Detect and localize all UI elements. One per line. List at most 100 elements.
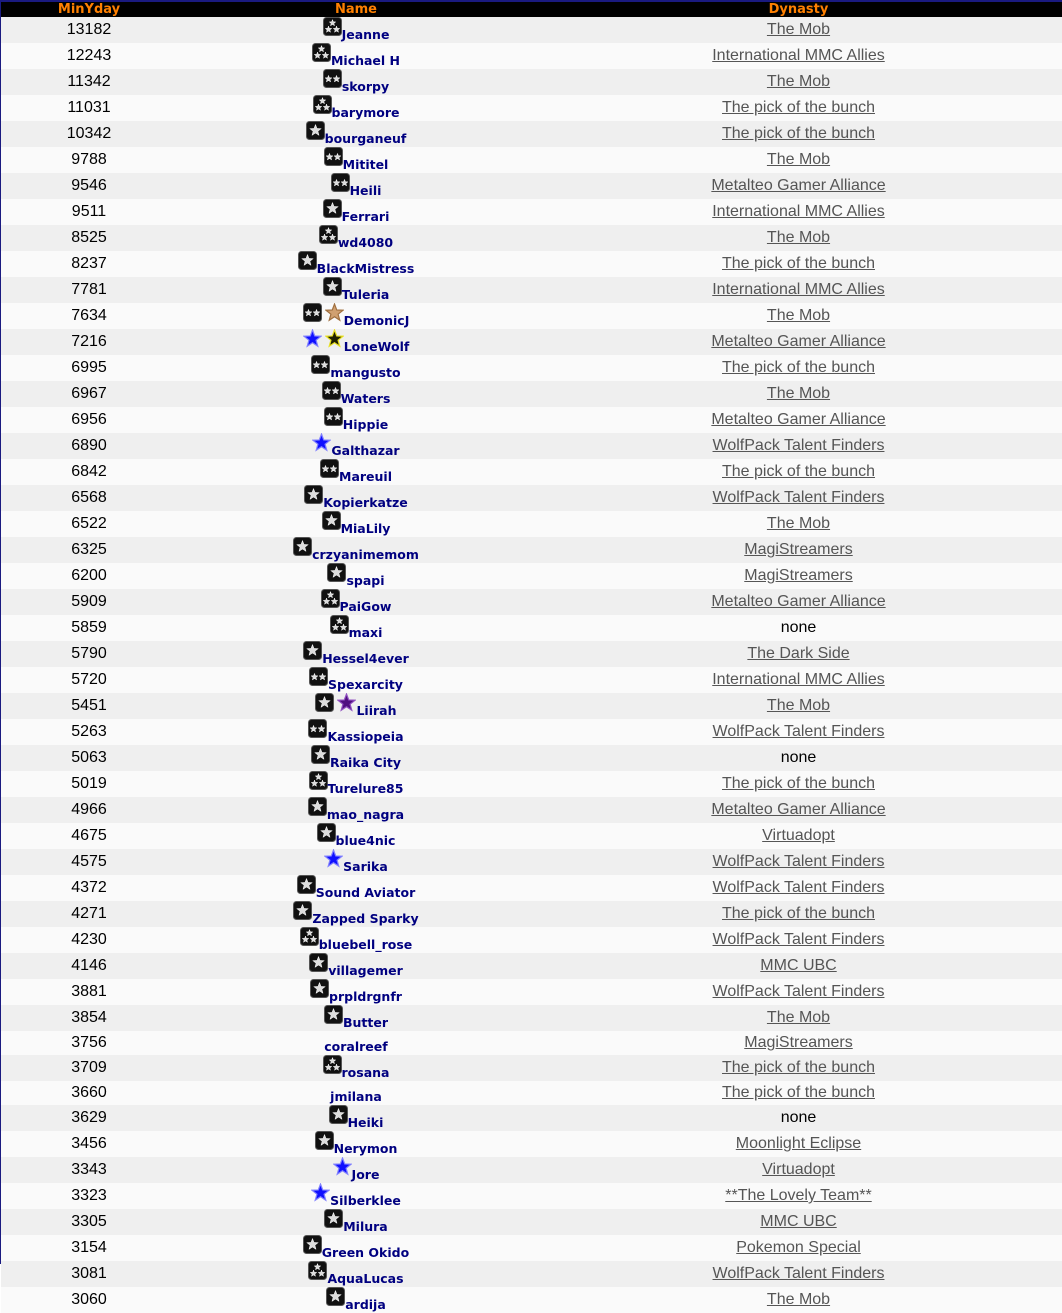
dynasty-link[interactable]: Pokemon Special — [736, 1239, 861, 1256]
player-name-link[interactable]: DemonicJ — [343, 313, 410, 328]
dynasty-link[interactable]: MagiStreamers — [744, 567, 853, 584]
dynasty-link[interactable]: The pick of the bunch — [722, 1059, 875, 1076]
player-name-link[interactable]: barymore — [331, 105, 400, 120]
player-name-link[interactable]: Turelure85 — [327, 781, 404, 796]
dynasty-link[interactable]: The pick of the bunch — [722, 359, 875, 376]
dynasty-link[interactable]: International MMC Allies — [712, 671, 885, 688]
player-name-link[interactable]: coralreef — [324, 1039, 388, 1054]
dynasty-link[interactable]: WolfPack Talent Finders — [712, 489, 885, 506]
dynasty-link[interactable]: WolfPack Talent Finders — [712, 1265, 885, 1282]
dynasty-link[interactable]: Virtuadopt — [762, 1161, 835, 1178]
dynasty-link[interactable]: The pick of the bunch — [722, 255, 875, 272]
dynasty-link[interactable]: The Mob — [766, 515, 831, 532]
dynasty-link[interactable]: **The Lovely Team** — [725, 1187, 872, 1204]
player-name-link[interactable]: Galthazar — [331, 443, 400, 458]
dynasty-link[interactable]: MMC UBC — [760, 1213, 837, 1230]
dynasty-link[interactable]: The pick of the bunch — [722, 1084, 875, 1101]
player-name-link[interactable]: Sarika — [343, 859, 388, 874]
dynasty-link[interactable]: The Mob — [766, 151, 831, 168]
player-name-link[interactable]: Heili — [349, 183, 382, 198]
player-name-link[interactable]: Tuleria — [341, 287, 390, 302]
player-name-link[interactable]: mangusto — [330, 365, 401, 380]
dynasty-link[interactable]: The Mob — [766, 1291, 831, 1308]
player-name-link[interactable]: Hessel4ever — [322, 651, 409, 666]
dynasty-link[interactable]: MagiStreamers — [744, 541, 853, 558]
dynasty-link[interactable]: International MMC Allies — [712, 47, 885, 64]
player-name-link[interactable]: Michael H — [330, 53, 401, 68]
player-name-link[interactable]: skorpy — [341, 79, 390, 94]
player-name-link[interactable]: Ferrari — [341, 209, 390, 224]
player-name-link[interactable]: Hippie — [342, 417, 389, 432]
dynasty-link[interactable]: The pick of the bunch — [722, 905, 875, 922]
dynasty-link[interactable]: The Dark Side — [747, 645, 850, 662]
player-name-link[interactable]: maxi — [348, 625, 383, 640]
player-name-link[interactable]: Butter — [342, 1015, 389, 1030]
player-name-link[interactable]: Jore — [351, 1167, 380, 1182]
dynasty-link[interactable]: The pick of the bunch — [722, 775, 875, 792]
dynasty-link[interactable]: WolfPack Talent Finders — [712, 983, 885, 1000]
dynasty-link[interactable]: The pick of the bunch — [722, 125, 875, 142]
dynasty-link[interactable]: Metalteo Gamer Alliance — [711, 801, 886, 818]
player-name-link[interactable]: Zapped Sparky — [312, 911, 419, 926]
player-name-link[interactable]: wd4080 — [337, 235, 394, 250]
dynasty-link[interactable]: The Mob — [766, 1009, 831, 1026]
dynasty-link[interactable]: Moonlight Eclipse — [735, 1135, 862, 1152]
dynasty-link[interactable]: Virtuadopt — [762, 827, 835, 844]
dynasty-link[interactable]: MagiStreamers — [744, 1034, 853, 1051]
player-name-link[interactable]: Mititel — [342, 157, 389, 172]
player-name-link[interactable]: MiaLily — [340, 521, 391, 536]
player-name-link[interactable]: blue4nic — [335, 833, 396, 848]
player-name-link[interactable]: Kopierkatze — [323, 495, 408, 510]
dynasty-link[interactable]: WolfPack Talent Finders — [712, 437, 885, 454]
dynasty-link[interactable]: International MMC Allies — [712, 203, 885, 220]
dynasty-cell: Pokemon Special — [535, 1235, 1062, 1261]
dynasty-link[interactable]: WolfPack Talent Finders — [712, 931, 885, 948]
player-name-link[interactable]: AquaLucas — [327, 1271, 404, 1286]
player-name-link[interactable]: ardija — [345, 1297, 386, 1312]
dynasty-link[interactable]: International MMC Allies — [712, 281, 885, 298]
dynasty-link[interactable]: WolfPack Talent Finders — [712, 853, 885, 870]
dynasty-link[interactable]: Metalteo Gamer Alliance — [711, 177, 886, 194]
player-name-link[interactable]: prpldrgnfr — [329, 989, 402, 1004]
player-name-link[interactable]: Green Okido — [321, 1245, 410, 1260]
dynasty-link[interactable]: The Mob — [766, 307, 831, 324]
dynasty-link[interactable]: The Mob — [766, 697, 831, 714]
player-name-link[interactable]: mao_nagra — [326, 807, 405, 822]
player-name-link[interactable]: Milura — [343, 1219, 388, 1234]
player-name-link[interactable]: Silberklee — [330, 1193, 401, 1208]
dynasty-link[interactable]: Metalteo Gamer Alliance — [711, 593, 886, 610]
player-name-link[interactable]: bluebell_rose — [318, 937, 413, 952]
player-name-link[interactable]: rosana — [341, 1065, 390, 1080]
player-name-link[interactable]: BlackMistress — [316, 261, 415, 276]
player-name-link[interactable]: Nerymon — [333, 1141, 398, 1156]
dynasty-link[interactable]: MMC UBC — [760, 957, 837, 974]
player-name-link[interactable]: LoneWolf — [343, 339, 410, 354]
name-cell: bourganeuf — [177, 121, 535, 147]
player-name-link[interactable]: crzyanimemom — [312, 547, 419, 562]
dynasty-link[interactable]: The pick of the bunch — [722, 463, 875, 480]
player-name-link[interactable]: Raika City — [329, 755, 402, 770]
player-name-link[interactable]: Liirah — [356, 703, 397, 718]
player-name-link[interactable]: bourganeuf — [324, 131, 407, 146]
player-name-link[interactable]: Heiki — [347, 1115, 384, 1130]
dynasty-link[interactable]: The Mob — [766, 229, 831, 246]
dynasty-link[interactable]: Metalteo Gamer Alliance — [711, 411, 886, 428]
player-name-link[interactable]: villagemer — [328, 963, 403, 978]
dynasty-link[interactable]: Metalteo Gamer Alliance — [711, 333, 886, 350]
dynasty-link[interactable]: The Mob — [766, 385, 831, 402]
player-name-link[interactable]: PaiGow — [339, 599, 392, 614]
dynasty-link[interactable]: WolfPack Talent Finders — [712, 723, 885, 740]
dynasty-link[interactable]: The Mob — [766, 21, 831, 38]
player-name-link[interactable]: Waters — [340, 391, 391, 406]
dynasty-link[interactable]: The Mob — [766, 73, 831, 90]
dynasty-link[interactable]: The pick of the bunch — [722, 99, 875, 116]
player-name-link[interactable]: Jeanne — [341, 27, 390, 42]
player-name-link[interactable]: Mareuil — [339, 469, 392, 484]
table-row: 6842 Mareuil The pick of the bunch — [1, 459, 1062, 485]
player-name-link[interactable]: Sound Aviator — [315, 885, 416, 900]
player-name-link[interactable]: Kassiopeia — [327, 729, 404, 744]
player-name-link[interactable]: Spexarcity — [328, 677, 403, 692]
player-name-link[interactable]: spapi — [346, 573, 385, 588]
dynasty-link[interactable]: WolfPack Talent Finders — [712, 879, 885, 896]
player-name-link[interactable]: jmilana — [330, 1089, 382, 1104]
